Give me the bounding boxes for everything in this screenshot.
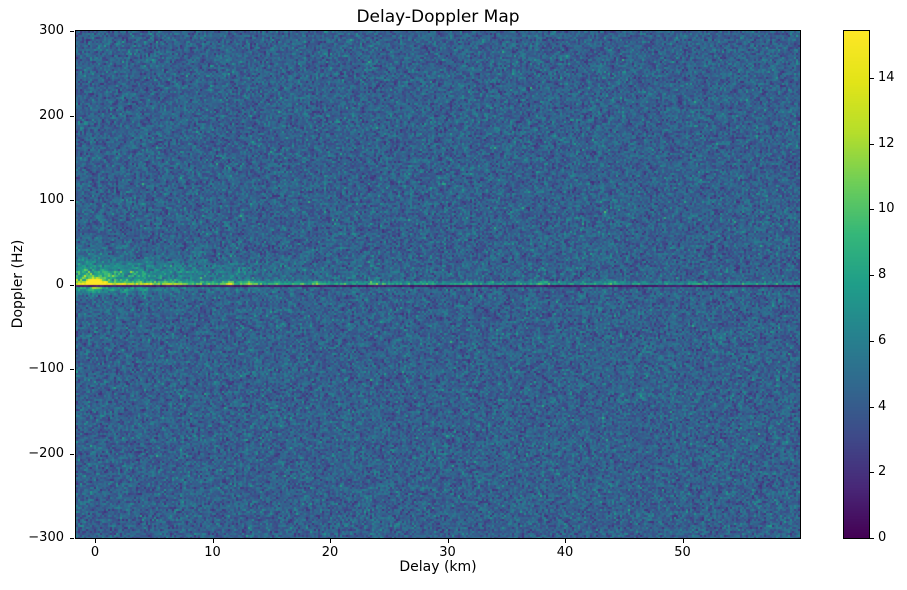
- colorbar-tick-mark: [870, 143, 874, 145]
- y-tick-mark: [70, 453, 74, 455]
- y-tick-mark: [70, 284, 74, 286]
- y-tick-mark: [70, 115, 74, 117]
- colorbar-tick-label: 2: [878, 464, 887, 480]
- colorbar-tick-label: 8: [878, 267, 887, 283]
- colorbar-tick-mark: [870, 472, 874, 474]
- x-tick-mark: [682, 539, 684, 543]
- x-tick-mark: [565, 539, 566, 543]
- x-tick-label: 0: [90, 545, 100, 560]
- y-tick-mark: [70, 200, 74, 201]
- y-tick-label: −100: [28, 361, 64, 376]
- y-tick-label: −300: [28, 530, 64, 545]
- colorbar-tick-label: 4: [878, 398, 887, 414]
- plot-area: [75, 30, 801, 539]
- y-axis-label: Doppler (Hz): [10, 239, 26, 329]
- colorbar: [843, 30, 870, 539]
- y-tick-mark: [70, 31, 74, 32]
- x-tick-mark: [330, 539, 332, 543]
- colorbar-canvas: [844, 31, 869, 538]
- y-tick-label: 300: [39, 23, 64, 38]
- y-tick-mark: [70, 369, 74, 370]
- colorbar-tick-mark: [870, 538, 874, 539]
- colorbar-tick-mark: [870, 340, 874, 342]
- y-tick-mark: [70, 538, 74, 539]
- x-axis-label: Delay (km): [399, 559, 477, 575]
- colorbar-tick-label: 10: [878, 201, 895, 217]
- x-tick-mark: [212, 539, 214, 543]
- y-tick-label: −200: [28, 445, 64, 461]
- colorbar-tick-mark: [870, 406, 874, 408]
- x-tick-label: 20: [321, 545, 339, 560]
- y-tick-label: 0: [55, 276, 64, 292]
- colorbar-tick-mark: [870, 77, 874, 79]
- x-tick-mark: [447, 539, 449, 543]
- x-tick-label: 10: [204, 545, 221, 560]
- colorbar-tick-mark: [870, 209, 874, 211]
- chart-title: Delay-Doppler Map: [356, 7, 520, 27]
- y-tick-label: 100: [39, 192, 64, 207]
- x-tick-mark: [95, 539, 97, 543]
- colorbar-tick-label: 12: [878, 135, 895, 151]
- colorbar-tick-mark: [870, 275, 874, 277]
- y-tick-label: 200: [39, 107, 64, 123]
- colorbar-tick-label: 0: [878, 530, 887, 545]
- x-tick-label: 40: [556, 545, 574, 560]
- heatmap-canvas: [76, 31, 800, 538]
- x-tick-label: 30: [439, 545, 456, 560]
- x-tick-label: 50: [674, 545, 691, 560]
- colorbar-tick-label: 14: [878, 69, 895, 85]
- colorbar-tick-label: 6: [878, 332, 887, 348]
